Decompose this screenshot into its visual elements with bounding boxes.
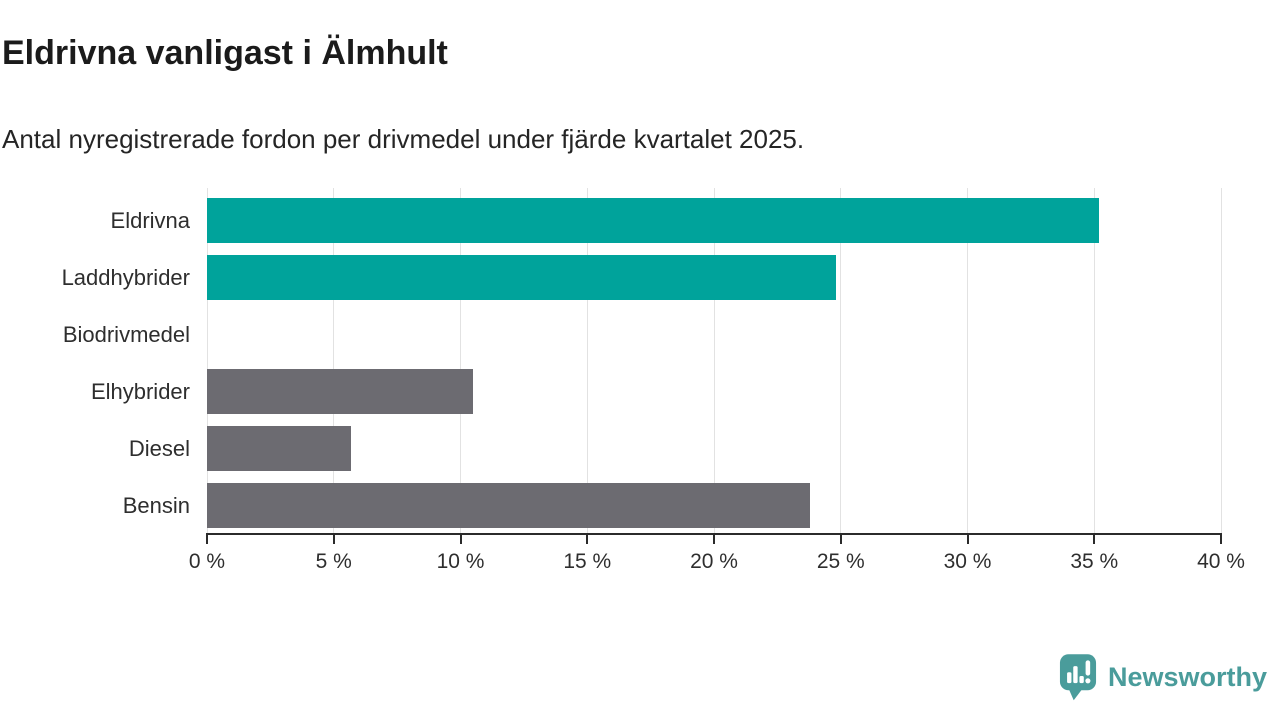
category-label: Biodrivmedel	[62, 322, 190, 347]
gridline	[333, 188, 335, 533]
gridline	[460, 188, 461, 533]
x-axis-tick	[1093, 535, 1096, 544]
category-label: Diesel	[128, 436, 190, 461]
x-tick-label: 0 %	[188, 550, 226, 573]
x-tick-label: 10 %	[436, 550, 485, 573]
x-axis-tick	[1220, 535, 1222, 544]
x-tick-label: 20 %	[690, 550, 738, 573]
gridline	[586, 188, 588, 533]
gridline	[840, 188, 842, 533]
x-axis-tick	[332, 535, 335, 544]
x-axis-tick	[713, 535, 715, 544]
x-tick-label: 30 %	[943, 550, 992, 573]
x-axis-tick	[966, 535, 969, 544]
category-label: Elhybrider	[90, 379, 190, 404]
x-axis-tick	[586, 535, 589, 544]
x-axis-line	[206, 533, 1222, 535]
brand-name: Newsworthy	[1107, 661, 1267, 692]
gridline	[967, 188, 968, 533]
category-label: Bensin	[122, 493, 190, 518]
category-label: Laddhybrider	[61, 265, 190, 290]
x-tick-label: 35 %	[1070, 550, 1119, 573]
chart-title: Eldrivna vanligast i Älmhult	[2, 34, 448, 72]
gridline	[1220, 188, 1222, 533]
bar-laddhybrider	[207, 255, 836, 300]
bar-eldrivna	[207, 198, 1100, 243]
gridline	[1093, 188, 1095, 533]
chart-subtitle: Antal nyregistrerade fordon per drivmede…	[2, 124, 805, 154]
brand-footer: Newsworthy	[1059, 653, 1267, 701]
gridline	[713, 188, 715, 533]
gridline	[206, 188, 208, 533]
x-axis-tick	[206, 535, 208, 544]
category-label: Eldrivna	[110, 208, 190, 233]
x-tick-label: 40 %	[1197, 550, 1245, 573]
x-tick-label: 25 %	[816, 550, 865, 573]
newsworthy-logo-icon	[1059, 654, 1097, 701]
x-tick-label: 15 %	[563, 550, 612, 573]
bar-diesel	[207, 426, 352, 471]
bar-bensin	[207, 483, 811, 528]
bar-elhybrider	[207, 369, 474, 414]
x-axis-tick	[459, 535, 462, 544]
x-axis-tick	[839, 535, 842, 544]
x-tick-label: 5 %	[315, 550, 352, 573]
